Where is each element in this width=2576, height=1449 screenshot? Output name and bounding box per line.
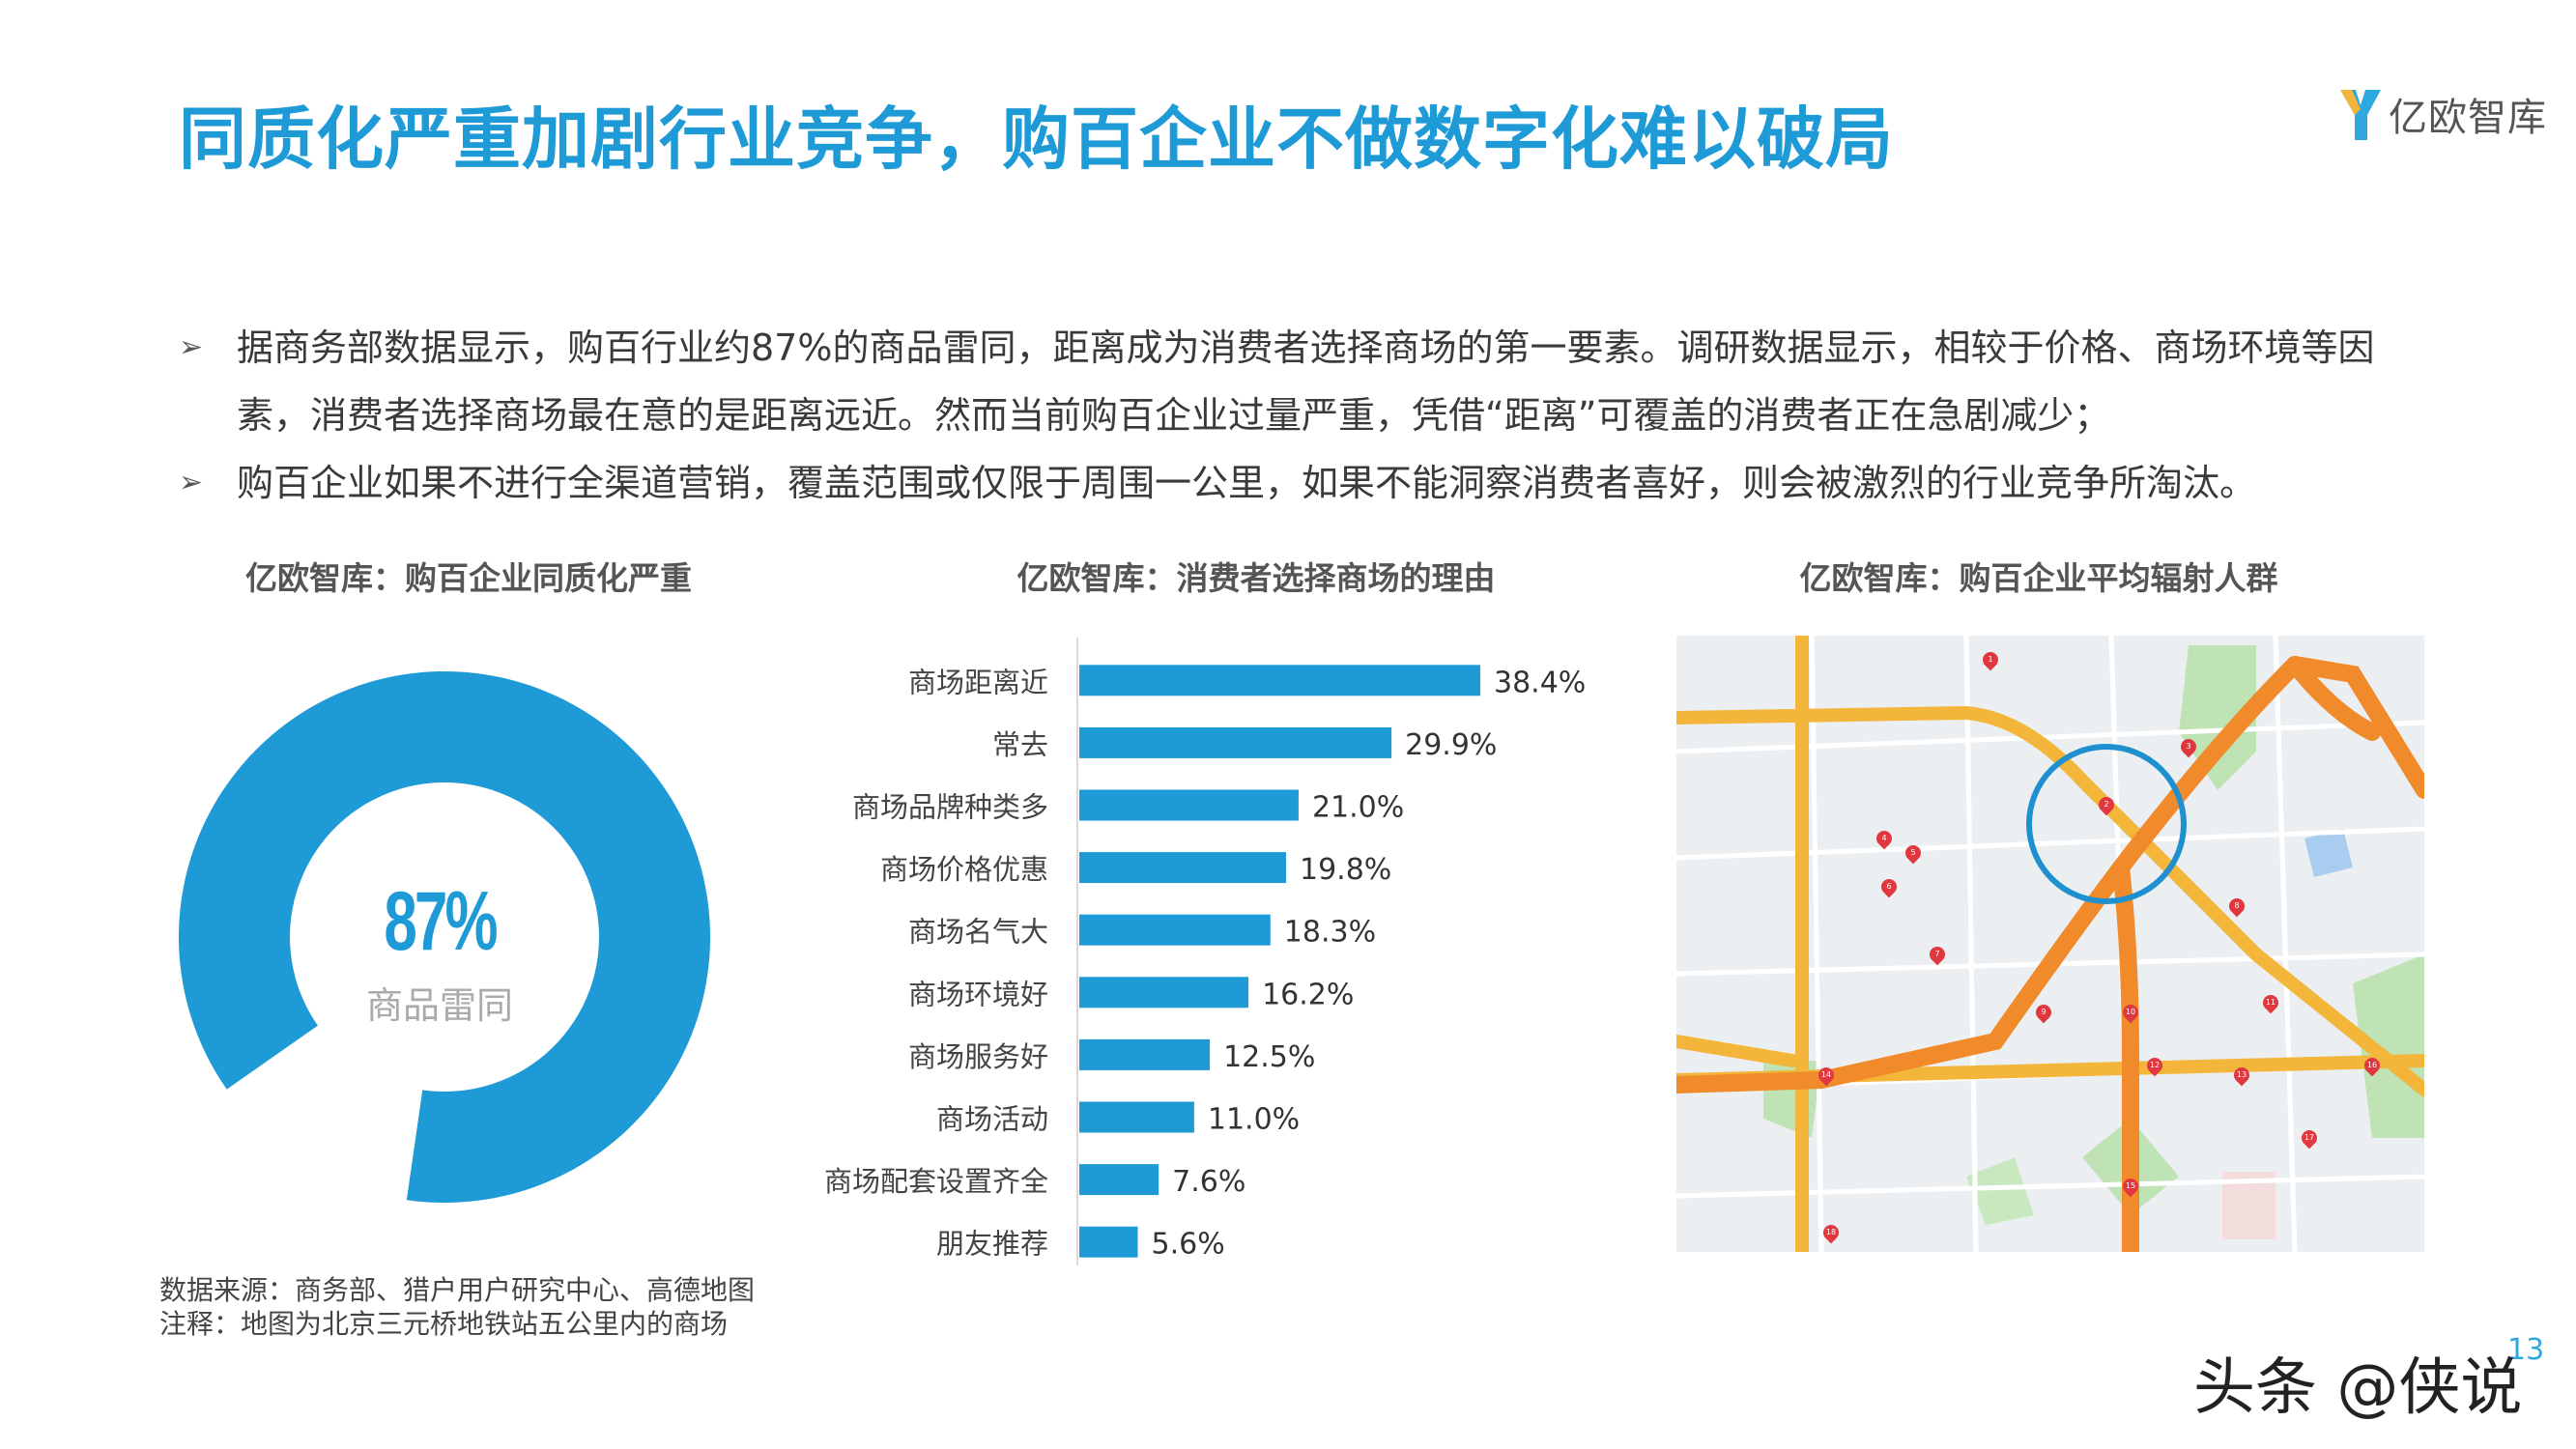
donut-center-value: 87%	[384, 875, 498, 968]
map-pin-icon: 3	[2177, 735, 2200, 758]
page-number: 13	[2507, 1333, 2545, 1367]
map-pin-icon: 10	[2119, 1001, 2142, 1024]
value-label: 38.4%	[1494, 666, 1586, 699]
map-pin-label: 3	[2186, 742, 2191, 751]
map-pin-icon: 18	[1819, 1221, 1843, 1244]
map-pin-label: 2	[2104, 800, 2109, 809]
bullet-item: ➢ 据商务部数据显示，购百行业约87%的商品雷同，距离成为消费者选择商场的第一要…	[179, 314, 2440, 449]
logo: 亿欧智库	[2338, 85, 2547, 143]
map-pin-icon: 16	[2361, 1054, 2384, 1077]
reasons-bar-chart: 商场距离近 38.4% 常去 29.9% 商场品牌种类多 21.0% 商场价格优惠 19.8%…	[824, 638, 1586, 1265]
map-pin-label: 13	[2236, 1070, 2247, 1079]
value-label: 21.0%	[1312, 791, 1404, 825]
value-label: 19.8%	[1300, 853, 1391, 887]
map-pin-label: 6	[1886, 882, 1892, 891]
category-label: 商场品牌种类多	[852, 791, 1048, 824]
map-pin-label: 17	[2304, 1133, 2315, 1142]
value-label: 7.6%	[1172, 1165, 1245, 1199]
map-pin-icon: 14	[1815, 1064, 1838, 1087]
map-pin-label: 18	[1825, 1228, 1837, 1236]
bar	[1079, 1101, 1194, 1133]
value-label: 5.6%	[1152, 1228, 1225, 1262]
value-label: 16.2%	[1262, 978, 1354, 1011]
donut-slice	[179, 671, 711, 1203]
bullet-item: ➢ 购百企业如果不进行全渠道营销，覆盖范围或仅限于周围一公里，如果不能洞察消费者…	[179, 449, 2440, 517]
bullet-text: 购百企业如果不进行全渠道营销，覆盖范围或仅限于周围一公里，如果不能洞察消费者喜好…	[237, 462, 2257, 504]
bullet-list: ➢ 据商务部数据显示，购百行业约87%的商品雷同，距离成为消费者选择商场的第一要…	[179, 314, 2440, 517]
bullet-text: 据商务部数据显示，购百行业约87%的商品雷同，距离成为消费者选择商场的第一要素。…	[237, 327, 2375, 437]
map-pin-label: 9	[2041, 1008, 2046, 1016]
bar	[1079, 665, 1480, 696]
map-pin-icon: 2	[2095, 793, 2118, 816]
middle-chart-title: 亿欧智库：消费者选择商场的理由	[1016, 559, 1496, 597]
left-chart-title: 亿欧智库：购百企业同质化严重	[245, 559, 692, 597]
map-pins: 1 2 3 4 5 6 7 8 9 10 11 12 13 14 15 16 17 18	[1676, 636, 2424, 1252]
category-label: 商场活动	[936, 1103, 1048, 1136]
bar	[1079, 977, 1249, 1009]
map-pin-label: 12	[2149, 1061, 2161, 1069]
map-image: 1 2 3 4 5 6 7 8 9 10 11 12 13 14 15 16 17 18	[1676, 636, 2424, 1252]
map-pin-icon: 1	[1979, 648, 2002, 671]
map-pin-icon: 5	[1902, 841, 1925, 865]
bar	[1079, 789, 1299, 821]
bar	[1079, 852, 1286, 884]
right-chart-title: 亿欧智库：购百企业平均辐射人群	[1799, 559, 2278, 597]
category-label: 商场名气大	[908, 916, 1048, 949]
bar	[1079, 1226, 1138, 1258]
watermark: 头条 @侠说	[2193, 1352, 2523, 1424]
category-label: 常去	[992, 728, 1048, 761]
map-pin-icon: 7	[1926, 943, 1949, 966]
map-pin-icon: 12	[2143, 1054, 2166, 1077]
bar	[1079, 914, 1271, 946]
map-pin-label: 5	[1910, 848, 1916, 857]
logo-text: 亿欧智库	[2389, 96, 2547, 140]
arrow-bullet-icon: ➢	[179, 466, 204, 499]
map-drawing	[1676, 636, 2424, 1252]
arrow-bullet-icon: ➢	[179, 330, 204, 364]
map-pin-icon: 4	[1873, 827, 1896, 850]
bar	[1079, 1164, 1159, 1196]
donut-chart	[179, 671, 711, 1203]
logo-icon	[2340, 90, 2381, 140]
map-pin-icon: 11	[2259, 991, 2282, 1014]
category-label: 商场价格优惠	[880, 853, 1048, 886]
map-pin-label: 4	[1881, 834, 1887, 842]
map-pin-label: 11	[2265, 998, 2276, 1007]
map-pin-label: 16	[2366, 1061, 2378, 1069]
map-pin-label: 15	[2125, 1181, 2136, 1190]
value-label: 11.0%	[1208, 1103, 1300, 1137]
source-note: 数据来源：商务部、猎户用户研究中心、高德地图 注释：地图为北京三元桥地铁站五公里…	[159, 1273, 755, 1341]
source-line: 数据来源：商务部、猎户用户研究中心、高德地图	[159, 1274, 756, 1306]
map-pin-label: 10	[2125, 1008, 2136, 1016]
bar	[1079, 1038, 1211, 1070]
map-pin-icon: 17	[2298, 1126, 2321, 1150]
map-pin-icon: 6	[1877, 875, 1901, 898]
category-label: 朋友推荐	[936, 1228, 1048, 1261]
category-label: 商场环境好	[908, 978, 1048, 1010]
map-pin-label: 14	[1820, 1070, 1832, 1079]
map-pin-label: 8	[2234, 901, 2240, 910]
donut-center-label: 商品雷同	[365, 984, 513, 1027]
category-label: 商场配套设置齐全	[824, 1165, 1048, 1198]
donut-slice	[226, 1025, 423, 1201]
map-pin-icon: 8	[2225, 895, 2248, 918]
map-pin-icon: 13	[2230, 1064, 2253, 1087]
map-pin-label: 7	[1934, 950, 1940, 958]
value-label: 18.3%	[1284, 916, 1376, 950]
category-label: 商场距离近	[908, 666, 1048, 698]
category-label: 商场服务好	[908, 1040, 1048, 1073]
map-pin-label: 1	[1988, 655, 1993, 664]
map-pin-icon: 15	[2119, 1175, 2142, 1198]
note-line: 注释：地图为北京三元桥地铁站五公里内的商场	[159, 1308, 729, 1340]
value-label: 12.5%	[1223, 1040, 1315, 1074]
page-title: 同质化严重加剧行业竞争，购百企业不做数字化难以破局	[179, 99, 1894, 179]
value-label: 29.9%	[1405, 728, 1497, 762]
map-pin-icon: 9	[2032, 1001, 2055, 1024]
bar	[1079, 726, 1392, 758]
